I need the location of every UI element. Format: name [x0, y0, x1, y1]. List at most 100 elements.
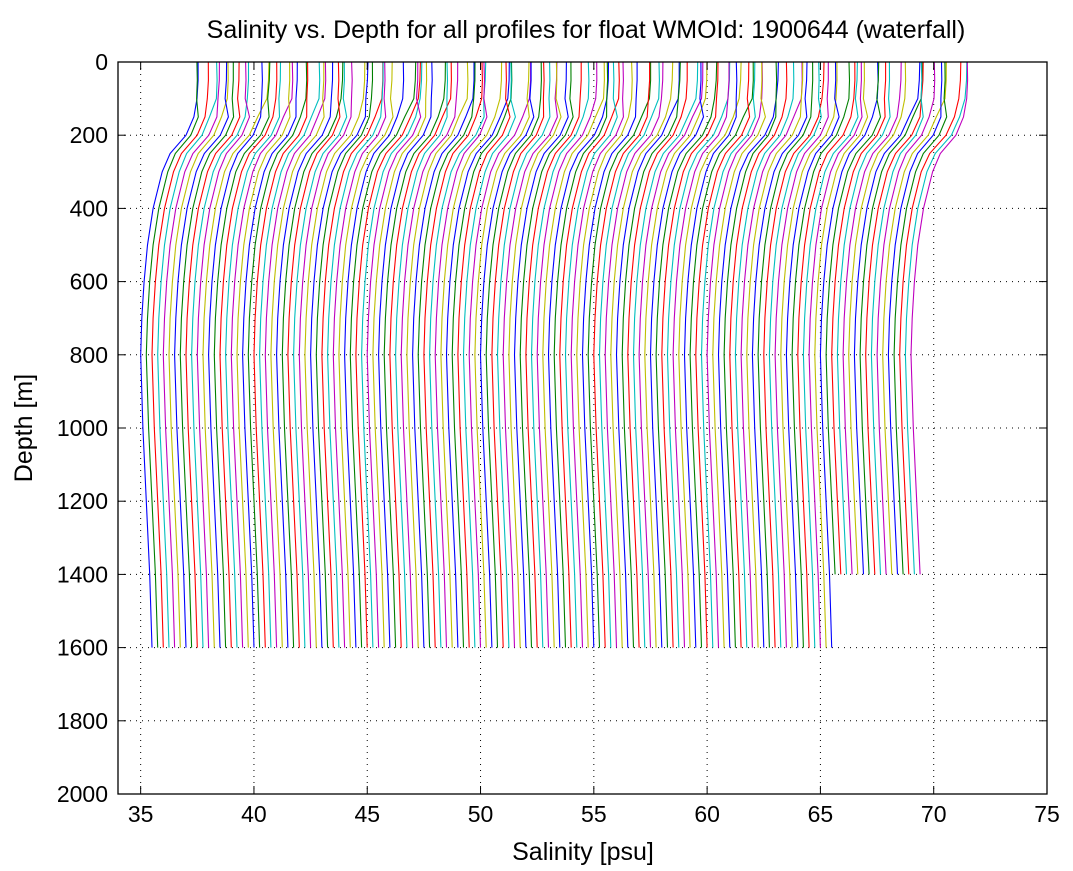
profile-line-108 [751, 61, 808, 648]
profile-line-1 [145, 61, 199, 648]
profile-line-119 [814, 61, 869, 648]
profile-line-113 [780, 61, 838, 648]
y-tick-label-1: 200 [70, 122, 108, 148]
profile-line-71 [542, 61, 605, 648]
profile-line-82 [604, 61, 664, 648]
profile-line-26 [287, 61, 341, 648]
plot-area [140, 61, 969, 648]
profile-line-107 [746, 61, 804, 648]
x-axis-ticks: 35 40 45 50 55 60 65 70 75 [128, 62, 1060, 827]
profile-line-13 [213, 61, 271, 648]
profile-line-72 [547, 61, 610, 648]
y-tick-label-8: 1600 [57, 635, 108, 661]
y-tick-label-6: 1200 [57, 488, 108, 514]
profile-line-27 [293, 61, 348, 648]
profile-line-116 [797, 61, 856, 648]
profile-line-80 [593, 62, 651, 648]
y-tick-label-10: 2000 [57, 781, 108, 807]
profile-line-48 [412, 62, 475, 648]
profile-line-16 [230, 61, 294, 648]
profile-line-29 [304, 61, 366, 648]
profile-line-5 [168, 61, 229, 648]
profile-line-20 [253, 61, 309, 648]
profile-line-128 [865, 61, 924, 575]
profile-line-125 [848, 61, 907, 575]
profile-line-21 [259, 61, 321, 648]
profile-line-18 [242, 61, 298, 648]
profile-line-63 [496, 61, 551, 648]
profile-line-69 [530, 61, 590, 648]
profile-line-6 [174, 61, 229, 648]
profile-line-77 [576, 61, 633, 648]
profile-line-64 [502, 61, 558, 648]
profile-line-100 [706, 61, 763, 648]
profile-line-127 [859, 61, 923, 575]
profile-line-23 [270, 62, 325, 648]
profile-line-123 [836, 61, 891, 575]
profile-line-61 [485, 61, 542, 648]
y-axis-ticks: 0 200 400 600 800 1000 1200 1400 1600 1800 2000 [57, 49, 1047, 807]
profile-line-22 [264, 61, 327, 648]
profile-line-41 [372, 61, 428, 648]
profile-line-103 [723, 61, 778, 648]
profile-line-65 [508, 61, 562, 648]
profile-line-4 [162, 61, 220, 648]
profile-line-94 [672, 62, 730, 648]
y-tick-label-4: 800 [70, 342, 108, 368]
profile-line-92 [661, 61, 719, 648]
profile-line-32 [321, 62, 384, 648]
profile-line-87 [632, 61, 699, 648]
profile-line-133 [893, 61, 948, 575]
profile-line-106 [740, 61, 803, 648]
profile-line-121 [825, 61, 882, 575]
y-tick-label-9: 1800 [57, 708, 108, 734]
profile-line-105 [734, 61, 795, 648]
x-axis-title: Salinity [psu] [512, 838, 654, 866]
profile-line-120 [819, 61, 879, 648]
profile-line-97 [689, 61, 754, 648]
profile-line-10 [196, 61, 251, 648]
profile-line-19 [247, 61, 308, 648]
profile-line-36 [344, 61, 405, 648]
profile-line-135 [904, 61, 968, 575]
profile-line-49 [417, 61, 476, 648]
y-tick-label-5: 1000 [57, 415, 108, 441]
profile-line-129 [870, 61, 924, 575]
profile-line-99 [700, 61, 756, 648]
profile-line-117 [802, 61, 859, 648]
x-tick-label-5: 60 [694, 801, 720, 827]
profile-line-28 [298, 61, 353, 648]
profile-line-122 [831, 62, 887, 575]
profile-line-39 [361, 61, 423, 648]
profile-line-31 [315, 61, 374, 648]
profile-line-3 [157, 61, 218, 648]
y-tick-label-0: 0 [95, 49, 108, 75]
profile-line-37 [349, 61, 417, 648]
profile-line-43 [383, 61, 446, 648]
profile-line-52 [434, 61, 488, 648]
grid-lines [118, 62, 1047, 794]
profile-line-66 [513, 61, 569, 648]
profile-line-98 [695, 61, 751, 648]
x-tick-label-3: 50 [468, 801, 494, 827]
profile-line-46 [400, 61, 459, 648]
profile-line-68 [525, 62, 582, 648]
profile-line-88 [638, 61, 704, 648]
profile-line-102 [717, 61, 779, 648]
y-tick-label-2: 400 [70, 195, 108, 221]
profile-line-11 [202, 61, 270, 648]
profile-line-15 [225, 61, 282, 648]
profile-line-0 [140, 62, 199, 648]
profile-line-8 [185, 61, 241, 648]
profile-line-90 [649, 61, 705, 648]
profile-line-53 [440, 61, 503, 648]
profile-line-42 [378, 61, 433, 648]
profile-line-14 [219, 61, 278, 648]
profile-line-58 [468, 62, 532, 648]
profile-line-104 [729, 61, 788, 648]
profile-line-75 [564, 61, 618, 648]
profile-line-30 [310, 61, 369, 648]
profile-line-67 [519, 61, 574, 648]
profile-line-76 [570, 61, 624, 648]
profile-line-2 [151, 61, 209, 648]
